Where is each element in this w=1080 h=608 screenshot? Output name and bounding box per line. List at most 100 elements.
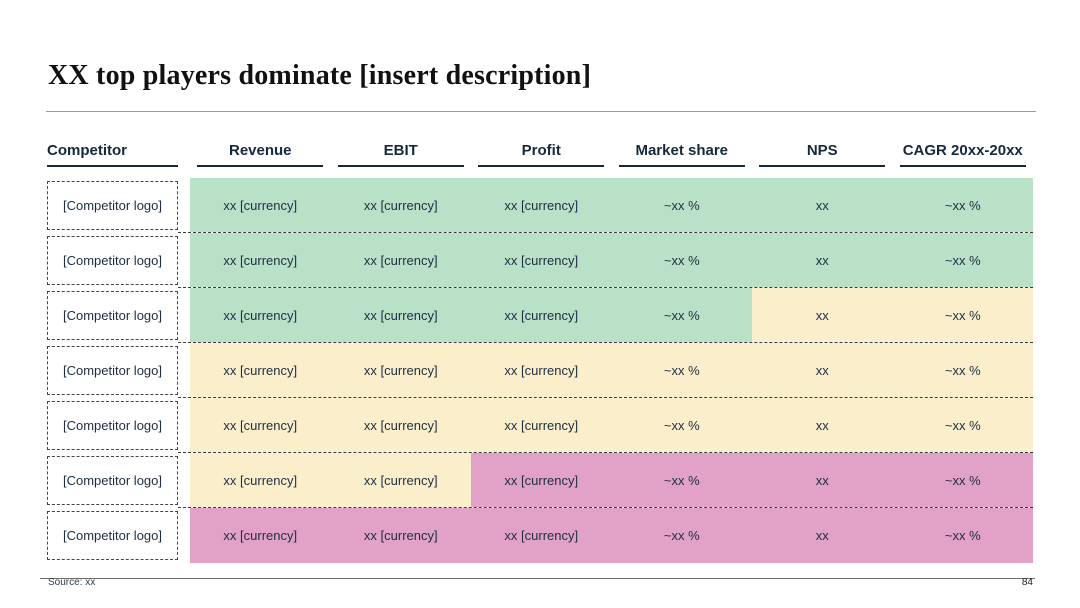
cell-market-share: ~xx %: [611, 453, 752, 507]
table-row-cells: xx [currency] xx [currency] xx [currency] ~…: [178, 178, 1033, 233]
competitor-logo-placeholder: [Competitor logo]: [47, 511, 178, 560]
table-row: [Competitor logo] xx [currency] xx [curre…: [47, 288, 1033, 343]
table-row: [Competitor logo] xx [currency] xx [curre…: [47, 343, 1033, 398]
column-header-label: EBIT: [383, 142, 418, 159]
competitor-logo-placeholder: [Competitor logo]: [47, 401, 178, 450]
competitor-logo-placeholder: [Competitor logo]: [47, 456, 178, 505]
cell-cagr: ~xx %: [892, 288, 1033, 342]
competitor-logo-label: [Competitor logo]: [63, 363, 162, 378]
cell-revenue: xx [currency]: [190, 508, 331, 563]
competitor-logo-label: [Competitor logo]: [63, 253, 162, 268]
competitor-logo-label: [Competitor logo]: [63, 308, 162, 323]
title-divider: [46, 111, 1036, 112]
competitor-logo-placeholder: [Competitor logo]: [47, 236, 178, 285]
cell-cagr: ~xx %: [892, 233, 1033, 287]
cell-market-share: ~xx %: [611, 178, 752, 232]
table-row-cells: xx [currency] xx [currency] xx [currency] ~…: [178, 508, 1033, 563]
column-header-underline: [47, 165, 178, 167]
cell-ebit: xx [currency]: [330, 398, 471, 452]
cell-nps: xx: [752, 453, 893, 507]
cell-profit: xx [currency]: [471, 178, 612, 232]
table-header-row: Competitor Revenue EBIT Profit Market share…: [47, 142, 1033, 167]
competitor-table-body: [Competitor logo] xx [currency] xx [curre…: [47, 178, 1033, 563]
cell-ebit: xx [currency]: [330, 233, 471, 287]
cell-profit: xx [currency]: [471, 233, 612, 287]
column-header-label: Competitor: [47, 142, 127, 159]
cell-market-share: ~xx %: [611, 508, 752, 563]
table-row: [Competitor logo] xx [currency] xx [curre…: [47, 398, 1033, 453]
cell-ebit: xx [currency]: [330, 453, 471, 507]
table-row-cells: xx [currency] xx [currency] xx [currency] ~…: [178, 398, 1033, 453]
column-header-label: Market share: [635, 142, 729, 159]
table-row: [Competitor logo] xx [currency] xx [curre…: [47, 233, 1033, 288]
table-row: [Competitor logo] xx [currency] xx [curre…: [47, 453, 1033, 508]
page-number: 84: [1021, 577, 1033, 588]
cell-ebit: xx [currency]: [330, 178, 471, 232]
column-header-label: NPS: [806, 142, 838, 159]
cell-revenue: xx [currency]: [190, 453, 331, 507]
source-note: Source: xx: [48, 577, 96, 588]
column-header-underline: [759, 165, 886, 167]
competitor-logo-placeholder: [Competitor logo]: [47, 291, 178, 340]
cell-revenue: xx [currency]: [190, 398, 331, 452]
column-header-market-share: Market share: [612, 142, 753, 167]
cell-profit: xx [currency]: [471, 453, 612, 507]
cell-nps: xx: [752, 288, 893, 342]
cell-ebit: xx [currency]: [330, 288, 471, 342]
column-header-label: Profit: [521, 142, 561, 159]
table-row: [Competitor logo] xx [currency] xx [curre…: [47, 178, 1033, 233]
column-header-label: CAGR 20xx-20xx: [902, 142, 1023, 159]
competitor-logo-placeholder: [Competitor logo]: [47, 181, 178, 230]
cell-market-share: ~xx %: [611, 398, 752, 452]
cell-profit: xx [currency]: [471, 288, 612, 342]
competitor-logo-label: [Competitor logo]: [63, 528, 162, 543]
cell-nps: xx: [752, 178, 893, 232]
cell-revenue: xx [currency]: [190, 343, 331, 397]
column-header-ebit: EBIT: [331, 142, 472, 167]
column-header-cagr: CAGR 20xx-20xx: [893, 142, 1034, 167]
cell-revenue: xx [currency]: [190, 288, 331, 342]
cell-nps: xx: [752, 233, 893, 287]
column-header-competitor: Competitor: [47, 142, 178, 167]
cell-profit: xx [currency]: [471, 508, 612, 563]
cell-cagr: ~xx %: [892, 178, 1033, 232]
competitor-logo-label: [Competitor logo]: [63, 473, 162, 488]
page-title: XX top players dominate [insert descript…: [48, 60, 592, 91]
cell-ebit: xx [currency]: [330, 508, 471, 563]
cell-nps: xx: [752, 398, 893, 452]
column-header-profit: Profit: [471, 142, 612, 167]
competitor-logo-label: [Competitor logo]: [63, 198, 162, 213]
cell-revenue: xx [currency]: [190, 178, 331, 232]
cell-cagr: ~xx %: [892, 508, 1033, 563]
competitor-logo-label: [Competitor logo]: [63, 418, 162, 433]
cell-market-share: ~xx %: [611, 233, 752, 287]
table-header-cells: Revenue EBIT Profit Market share NPS CAGR 20x…: [178, 142, 1033, 167]
cell-nps: xx: [752, 343, 893, 397]
column-header-underline: [618, 165, 745, 167]
column-header-underline: [899, 165, 1026, 167]
table-row: [Competitor logo] xx [currency] xx [curre…: [47, 508, 1033, 563]
footer-divider: [40, 578, 1035, 579]
cell-market-share: ~xx %: [611, 343, 752, 397]
cell-market-share: ~xx %: [611, 288, 752, 342]
column-header-revenue: Revenue: [190, 142, 331, 167]
table-row-cells: xx [currency] xx [currency] xx [currency] ~…: [178, 288, 1033, 343]
cell-cagr: ~xx %: [892, 453, 1033, 507]
column-header-underline: [197, 165, 324, 167]
table-row-cells: xx [currency] xx [currency] xx [currency] ~…: [178, 233, 1033, 288]
cell-cagr: ~xx %: [892, 398, 1033, 452]
column-header-underline: [337, 165, 464, 167]
cell-revenue: xx [currency]: [190, 233, 331, 287]
column-header-nps: NPS: [752, 142, 893, 167]
cell-profit: xx [currency]: [471, 343, 612, 397]
table-row-cells: xx [currency] xx [currency] xx [currency] ~…: [178, 453, 1033, 508]
table-row-cells: xx [currency] xx [currency] xx [currency] ~…: [178, 343, 1033, 398]
cell-cagr: ~xx %: [892, 343, 1033, 397]
cell-profit: xx [currency]: [471, 398, 612, 452]
cell-nps: xx: [752, 508, 893, 563]
competitor-logo-placeholder: [Competitor logo]: [47, 346, 178, 395]
cell-ebit: xx [currency]: [330, 343, 471, 397]
column-header-underline: [478, 165, 605, 167]
column-header-label: Revenue: [228, 142, 292, 159]
